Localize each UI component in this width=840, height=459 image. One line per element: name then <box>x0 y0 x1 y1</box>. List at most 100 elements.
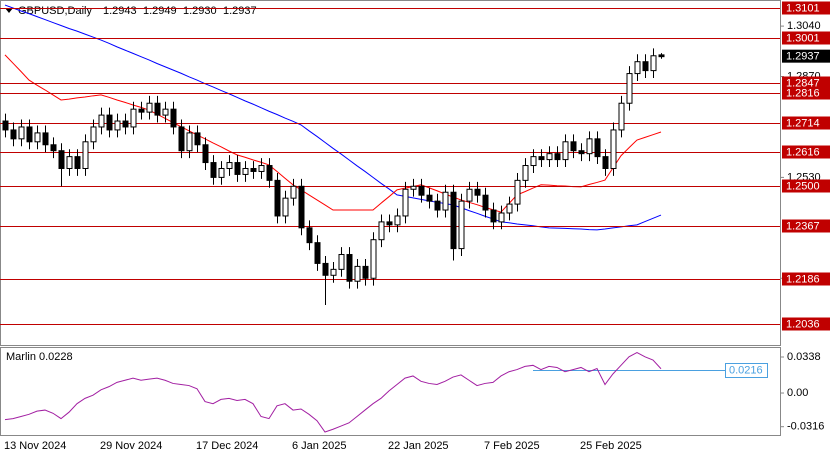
level-label: 1.3001 <box>786 32 820 44</box>
candle-body <box>498 212 505 223</box>
x-tick-label: 13 Nov 2024 <box>4 440 66 452</box>
x-tick-label: 6 Jan 2025 <box>292 440 346 452</box>
candle-body <box>546 153 553 161</box>
candle-body <box>58 150 65 169</box>
candle-body <box>562 141 569 161</box>
candle-body <box>122 120 129 128</box>
moving-average <box>4 54 662 213</box>
candle-body <box>346 254 353 282</box>
candle-body <box>322 262 329 276</box>
candle-body <box>522 165 529 181</box>
candle-body <box>386 221 393 226</box>
current-price-box <box>782 49 830 63</box>
y-tick-label: 1.3040 <box>787 20 821 32</box>
candle-body <box>146 102 153 113</box>
candle-body <box>226 162 233 169</box>
level-label-box <box>782 219 830 233</box>
candle-body <box>394 215 401 226</box>
candle-body <box>458 200 465 250</box>
candle-body <box>642 61 649 72</box>
candle-body <box>234 162 241 175</box>
level-label: 1.2616 <box>786 146 820 158</box>
candle-body <box>434 200 441 211</box>
candle-body <box>578 150 585 155</box>
candle-body <box>474 188 481 196</box>
ohlc-low: 1.2930 <box>183 5 217 17</box>
y-tick-label: 0.00 <box>787 387 808 399</box>
candle-body <box>450 191 457 250</box>
candle-body <box>298 185 305 229</box>
candle-body <box>418 185 425 196</box>
price-panel-frame <box>0 0 781 346</box>
candle-body <box>90 126 97 143</box>
x-tick-label: 25 Feb 2025 <box>580 440 642 452</box>
candle-body <box>26 126 33 143</box>
level-label-box <box>725 363 768 378</box>
candle-body <box>282 197 289 217</box>
candle-body <box>186 132 193 152</box>
candle-body <box>338 254 345 270</box>
level-label: 1.2847 <box>786 77 820 89</box>
candle-body <box>266 165 273 181</box>
candle-body <box>2 120 9 131</box>
candle-body <box>50 144 57 152</box>
moving-average <box>4 4 662 231</box>
candle-body <box>378 221 385 241</box>
candle-body <box>426 194 433 202</box>
level-label: 1.2500 <box>786 180 820 192</box>
candle-body <box>370 239 377 279</box>
candle-body <box>106 114 113 131</box>
candle-body <box>306 227 313 244</box>
candle-body <box>34 132 41 143</box>
candle-body <box>42 132 49 146</box>
candle-body <box>602 156 609 169</box>
candle-body <box>162 108 169 116</box>
level-label-box <box>782 145 830 159</box>
level-label: 1.2714 <box>786 117 820 129</box>
level-label: 1.2367 <box>786 220 820 232</box>
candle-body <box>554 153 561 161</box>
candle-body <box>314 242 321 264</box>
candle-body <box>362 265 369 279</box>
level-label-box <box>782 76 830 90</box>
level-label: 1.2036 <box>786 318 820 330</box>
level-label-box <box>782 1 830 15</box>
candle-body <box>650 55 657 72</box>
candle-body <box>538 156 545 161</box>
level-label-box <box>782 272 830 286</box>
level-label: 0.0216 <box>729 364 763 376</box>
x-tick-label: 17 Dec 2024 <box>196 440 258 452</box>
candle-body <box>178 126 185 152</box>
level-label: 1.2186 <box>786 273 820 285</box>
candle-body <box>482 194 489 211</box>
candle-body <box>610 129 617 169</box>
level-label-box <box>782 317 830 331</box>
candle-body <box>658 54 665 58</box>
candle-body <box>10 129 17 140</box>
candle-body <box>530 156 537 167</box>
indicator-title: Marlin 0.0228 <box>6 351 73 363</box>
x-tick-label: 29 Nov 2024 <box>100 440 162 452</box>
level-label-box <box>782 179 830 193</box>
indicator-line <box>4 351 662 433</box>
level-label: 1.3101 <box>786 2 820 14</box>
candle-body <box>18 126 25 140</box>
candle-body <box>82 141 89 169</box>
candle-body <box>586 138 593 155</box>
candle-body <box>98 114 105 128</box>
candle-body <box>626 73 633 104</box>
symbol-label: GBPUSD,Daily <box>18 5 92 17</box>
indicator-panel-frame <box>0 347 781 436</box>
candle-body <box>66 156 73 169</box>
level-label-box <box>782 86 830 100</box>
x-tick-label: 7 Feb 2025 <box>484 440 540 452</box>
candle-body <box>194 132 201 146</box>
candle-body <box>618 102 625 131</box>
current-price-label: 1.2937 <box>786 51 820 63</box>
candle-body <box>410 185 417 190</box>
candle-body <box>258 165 265 172</box>
candle-body <box>506 203 513 214</box>
ohlc-high: 1.2949 <box>143 5 177 17</box>
